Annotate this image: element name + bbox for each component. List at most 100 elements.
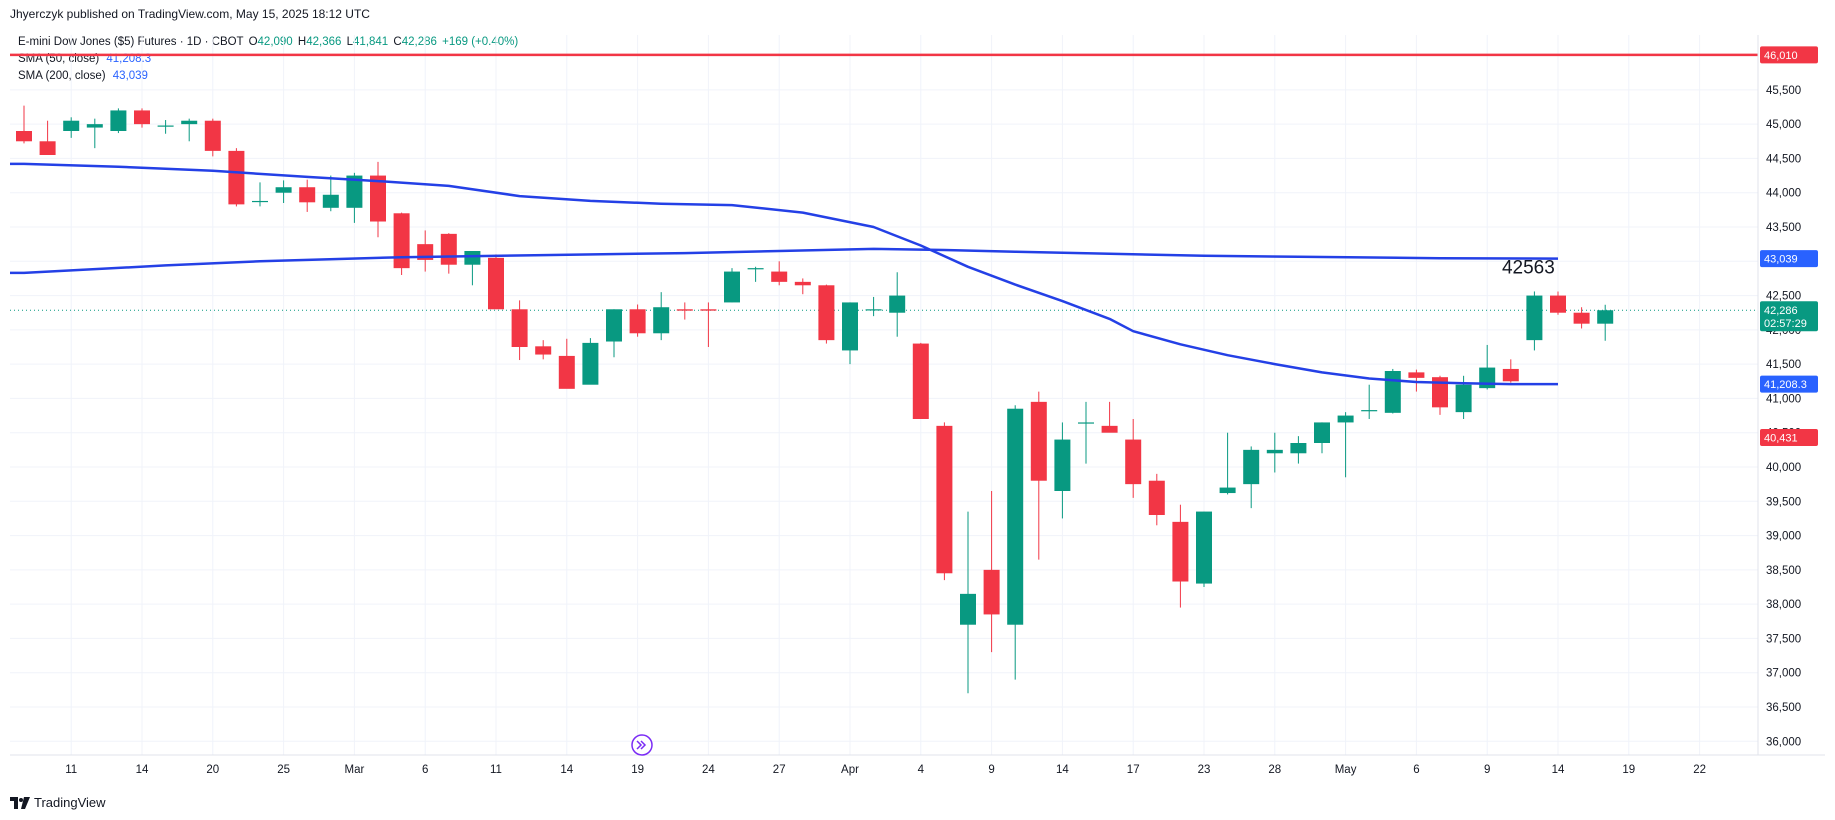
time-tick-label: 23 [1198, 764, 1211, 776]
candle-body-up [1219, 487, 1236, 494]
price-tick-label: 44,000 [1766, 188, 1801, 200]
candle-body-up [1384, 371, 1401, 413]
candle-body-up [464, 251, 481, 265]
time-tick-label: 28 [1268, 764, 1281, 776]
candle-body-down [771, 271, 788, 282]
candle-body-up [1054, 439, 1071, 491]
price-tick-label: 42,500 [1766, 291, 1801, 303]
time-tick-label: Apr [841, 764, 859, 776]
candle-body-down [393, 213, 410, 269]
price-tick-label: 38,000 [1766, 599, 1801, 611]
price-chart[interactable]: 42563 36,000 36,500 37,000 37,500 38,000 38,5… [0, 0, 1835, 790]
level-tag-text: 40,431 [1764, 432, 1798, 444]
footer: TradingView [10, 795, 106, 810]
candle-body-up [1078, 422, 1094, 424]
price-tick-label: 39,000 [1766, 531, 1801, 543]
sma200-value: 43,039 [112, 70, 148, 82]
candle-body-up [842, 302, 858, 351]
sma200-label: SMA (200, close) [18, 70, 106, 82]
candle-body-up [1243, 449, 1260, 485]
annotation-label: 42563 [1502, 257, 1555, 278]
candle-body-down [16, 131, 32, 142]
candle-body-up [865, 309, 882, 311]
sma-lines-group [10, 162, 1559, 386]
sma50-tag-text: 41,208.3 [1764, 379, 1807, 391]
candle-body-up [346, 175, 363, 208]
price-axis[interactable]: 36,000 36,500 37,000 37,500 38,000 38,500 39,0… [1766, 51, 1801, 749]
candle-body-down [511, 309, 528, 347]
candle-body-down [629, 309, 646, 334]
open-label: O [248, 36, 258, 48]
time-tick-label: 9 [1484, 764, 1490, 776]
candles-group [16, 105, 1614, 694]
grid-lines [10, 35, 1758, 755]
candle-body-down [204, 120, 221, 151]
candle-body-down [558, 355, 575, 389]
candle-body-up [1361, 410, 1378, 412]
candle-body-up [724, 271, 740, 303]
candle-body-down [488, 257, 504, 310]
candle-body-down [1101, 425, 1118, 433]
candle-body-down [818, 285, 835, 341]
time-tick-label: 22 [1693, 764, 1706, 776]
candle-body-down [912, 343, 929, 419]
time-tick-label: 11 [65, 764, 77, 776]
sma200-tag-text: 43,039 [1764, 254, 1798, 266]
candle-body-down [1030, 401, 1047, 481]
last-price-tag-bg [1760, 301, 1818, 332]
candle-body-up [1479, 367, 1496, 389]
time-tick-label: 19 [1622, 764, 1635, 776]
candle-body-down [676, 309, 693, 311]
candle-body-down [1125, 439, 1142, 485]
candle-body-down [299, 187, 316, 203]
candle-body-up [1290, 443, 1307, 454]
candle-body-up [63, 120, 80, 131]
candle-body-up [1314, 422, 1330, 443]
candle-body-up [1526, 295, 1543, 341]
fast-forward-icon [636, 740, 647, 750]
goto-realtime-button[interactable] [631, 734, 653, 756]
candle-body-up [1266, 449, 1283, 454]
candle-body-up [889, 295, 906, 313]
time-tick-label: 11 [490, 764, 502, 776]
candle-body-down [440, 233, 457, 265]
candle-body-down [1408, 372, 1425, 378]
sma200-tag-bg [1760, 250, 1818, 268]
candle-body-up [252, 200, 268, 203]
time-tick-label: Mar [344, 764, 364, 776]
candle-body-down [700, 309, 717, 311]
footer-brand: TradingView [34, 795, 106, 810]
time-tick-label: 25 [277, 764, 290, 776]
price-tick-label: 45,000 [1766, 119, 1801, 131]
candle-body-up [653, 307, 670, 334]
time-tick-label: 14 [1056, 764, 1069, 776]
price-tick-label: 36,000 [1766, 736, 1801, 748]
time-tick-label: 6 [1413, 764, 1419, 776]
candle-body-down [1148, 480, 1165, 515]
price-tick-label: 38,500 [1766, 565, 1801, 577]
sma200-row[interactable]: SMA (200, close) 43,039 [18, 68, 518, 85]
time-axis[interactable]: 11 14 20 25 Mar 6 11 14 19 24 27 Apr 4 9 14 17 23 28 May 6 9… [65, 764, 1706, 776]
time-tick-label: 9 [988, 764, 994, 776]
candle-body-up [747, 268, 764, 270]
candle-body-up [1007, 408, 1024, 625]
close-value: 42,286 [401, 36, 437, 48]
high-label: H [297, 36, 307, 48]
candle-body-up [606, 309, 622, 342]
publisher-line: Jhyerczyk published on TradingView.com, … [10, 7, 370, 21]
time-tick-label: 17 [1127, 764, 1140, 776]
time-tick-label: 24 [702, 764, 715, 776]
price-tick-label: 41,500 [1766, 359, 1801, 371]
price-tick-label: 37,000 [1766, 668, 1801, 680]
resistance-tag-text: 46,010 [1764, 50, 1798, 62]
candle-body-down [1502, 368, 1519, 382]
sma50-line [10, 162, 1558, 386]
candle-body-up [1337, 415, 1354, 423]
level-tag-bg [1760, 428, 1818, 446]
candle-body-up [960, 593, 976, 625]
candle-body-down [794, 281, 811, 286]
tradingview-logo-icon [10, 796, 30, 809]
time-tick-label: 19 [631, 764, 644, 776]
time-tick-label: 14 [1552, 764, 1565, 776]
last-price-tag-text: 42,286 [1764, 305, 1798, 317]
